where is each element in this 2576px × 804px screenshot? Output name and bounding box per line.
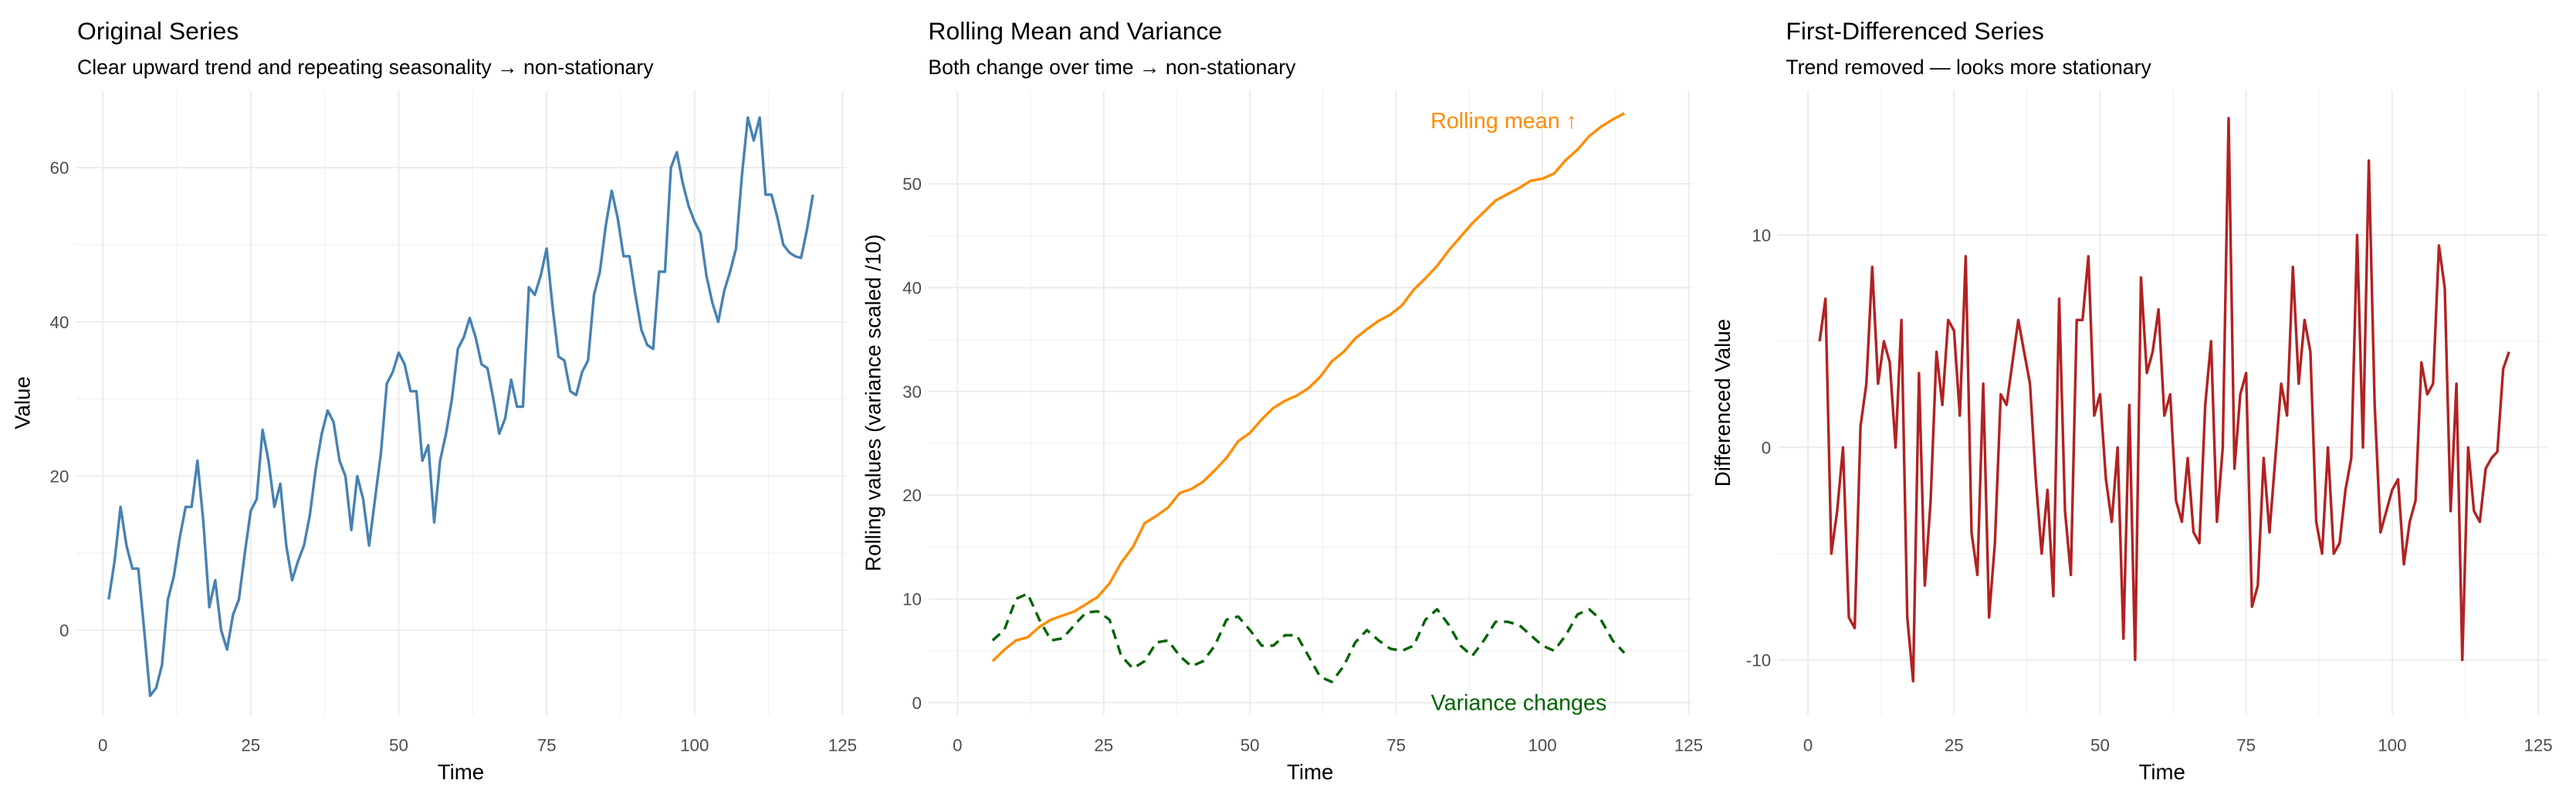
x-tick-label: 50 <box>2090 736 2110 755</box>
y-tick-label: 40 <box>902 279 922 298</box>
y-tick-label: 60 <box>50 158 69 178</box>
x-tick-label: 75 <box>2236 736 2256 755</box>
y-tick-label: 10 <box>902 590 922 609</box>
x-tick-label: 25 <box>1945 736 1964 755</box>
chart-title: Original Series <box>77 17 239 45</box>
x-tick-label: 125 <box>2524 736 2552 755</box>
chart-title: First-Differenced Series <box>1786 17 2044 45</box>
chart-subtitle: Both change over time → non-stationary <box>928 56 1296 79</box>
x-tick-label: 50 <box>389 736 408 755</box>
y-tick-label: 20 <box>50 467 69 487</box>
y-tick-label: 0 <box>59 621 69 640</box>
data-line <box>991 592 1626 684</box>
y-tick-label: 50 <box>902 175 922 194</box>
x-tick-label: 0 <box>1803 736 1813 755</box>
y-tick-label: -10 <box>1746 650 1771 670</box>
x-axis-title: Time <box>2138 760 2185 784</box>
data-line <box>107 116 814 697</box>
y-tick-label: 30 <box>902 382 922 402</box>
annotation: Variance changes <box>1431 691 1607 716</box>
x-tick-label: 125 <box>828 736 857 755</box>
y-tick-label: 20 <box>902 486 922 505</box>
x-tick-label: 75 <box>1386 736 1406 755</box>
y-tick-label: 0 <box>912 694 921 713</box>
annotation: Rolling mean ↑ <box>1430 109 1577 134</box>
chart-title: Rolling Mean and Variance <box>928 17 1222 45</box>
data-line <box>991 112 1625 663</box>
x-tick-label: 75 <box>537 736 557 755</box>
x-tick-label: 100 <box>680 736 709 755</box>
chart-subtitle: Clear upward trend and repeating seasona… <box>77 56 654 79</box>
y-axis-title: Value <box>10 376 34 429</box>
data-line <box>1818 117 2510 683</box>
y-tick-label: 40 <box>50 313 69 332</box>
x-axis-title: Time <box>1287 760 1333 784</box>
x-tick-label: 25 <box>1094 736 1113 755</box>
x-axis-title: Time <box>438 760 484 784</box>
x-tick-label: 0 <box>953 736 962 755</box>
x-tick-label: 125 <box>1674 736 1703 755</box>
y-tick-label: 10 <box>1752 226 1771 245</box>
x-tick-label: 100 <box>2378 736 2406 755</box>
x-tick-label: 50 <box>1241 736 1260 755</box>
x-tick-label: 100 <box>1528 736 1556 755</box>
chart-subtitle: Trend removed — looks more stationary <box>1786 56 2151 79</box>
y-axis-title: Differenced Value <box>1711 319 1735 487</box>
x-tick-label: 0 <box>98 736 107 755</box>
y-axis-title: Rolling values (variance scaled /10) <box>861 234 885 572</box>
y-tick-label: 0 <box>1762 438 1771 457</box>
x-tick-label: 25 <box>241 736 260 755</box>
